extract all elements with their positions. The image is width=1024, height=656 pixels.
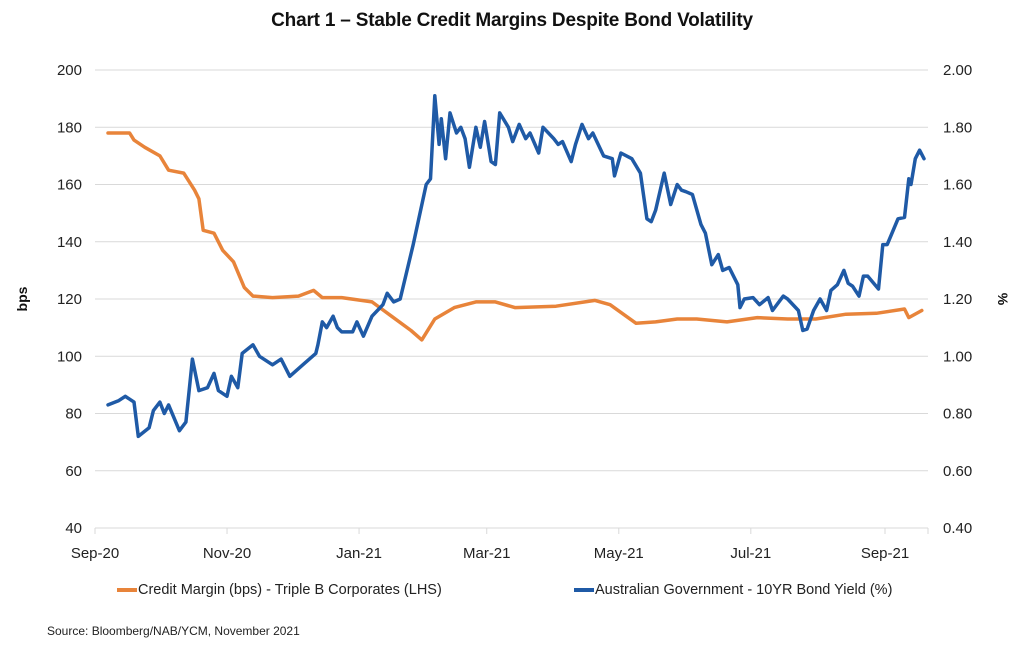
right-tick-label: 1.80 [943, 119, 972, 136]
right-axis-ticks: 2.00 1.80 1.60 1.40 1.20 1.00 0.80 0.60 0.40 [943, 62, 972, 537]
left-tick-label: 200 [57, 62, 82, 79]
series-layer [106, 94, 926, 439]
gridlines [95, 69, 928, 529]
left-tick-label: 80 [65, 406, 82, 423]
left-tick-label: 40 [65, 520, 82, 537]
x-tick-label: May-21 [594, 545, 644, 562]
right-tick-label: 1.60 [943, 177, 972, 194]
left-tick-label: 100 [57, 348, 82, 365]
x-axis: Sep-20 Nov-20 Jan-21 Mar-21 May-21 Jul-21 Sep-… [71, 528, 929, 562]
x-tick-label: Nov-20 [203, 545, 251, 562]
right-tick-label: 0.80 [943, 406, 972, 423]
left-tick-label: 160 [57, 177, 82, 194]
left-tick-label: 140 [57, 234, 82, 251]
legend-swatch-blue [574, 588, 594, 592]
legend-item-credit-margin: Credit Margin (bps) - Triple B Corporate… [117, 582, 442, 598]
source-note: Source: Bloomberg/NAB/YCM, November 2021 [47, 624, 300, 638]
right-tick-label: 2.00 [943, 62, 972, 79]
left-tick-label: 60 [65, 463, 82, 480]
legend-swatch-orange [117, 588, 137, 592]
right-tick-label: 0.60 [943, 463, 972, 480]
series-line-bond-yield [106, 94, 926, 439]
x-tick-label: Mar-21 [463, 545, 511, 562]
right-tick-label: 1.00 [943, 348, 972, 365]
x-tick-label: Sep-20 [71, 545, 119, 562]
left-tick-label: 120 [57, 291, 82, 308]
x-tick-label: Jul-21 [730, 545, 771, 562]
legend-label: Credit Margin (bps) - Triple B Corporate… [138, 582, 442, 598]
legend-label: Australian Government - 10YR Bond Yield … [595, 582, 893, 598]
right-tick-label: 1.20 [943, 291, 972, 308]
x-tick-label: Sep-21 [861, 545, 909, 562]
right-tick-label: 0.40 [943, 520, 972, 537]
series-line-credit-margin [106, 131, 924, 342]
left-axis-title: bps [14, 286, 30, 311]
right-tick-label: 1.40 [943, 234, 972, 251]
right-axis-title: % [995, 293, 1011, 306]
chart-title: Chart 1 – Stable Credit Margins Despite … [271, 10, 753, 31]
left-axis-ticks: 200 180 160 140 120 100 80 60 40 [57, 62, 82, 537]
left-tick-label: 180 [57, 119, 82, 136]
x-tick-label: Jan-21 [336, 545, 382, 562]
legend-item-bond-yield: Australian Government - 10YR Bond Yield … [574, 582, 892, 598]
